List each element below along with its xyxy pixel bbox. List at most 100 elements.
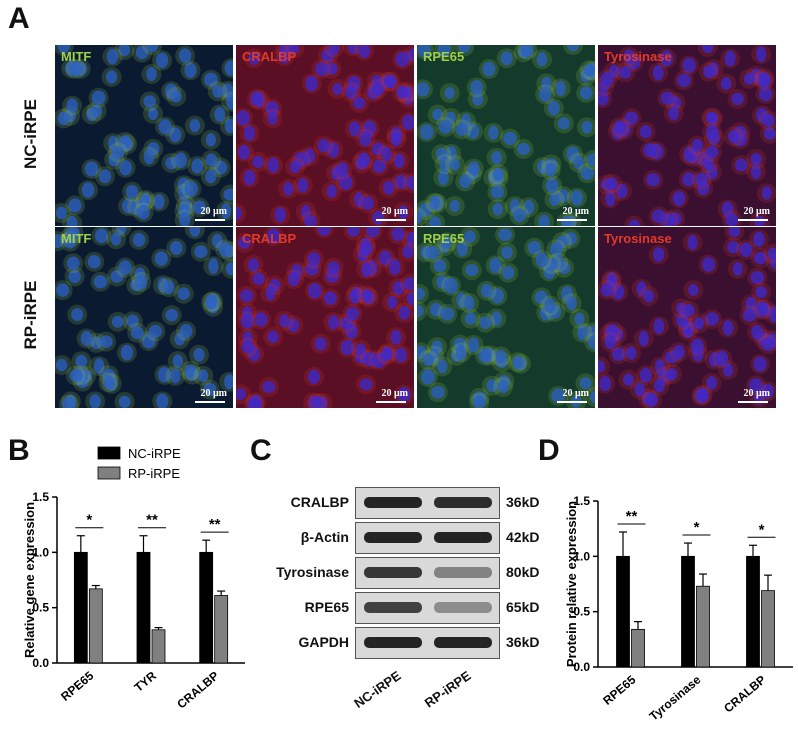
- scale-bar-label: 20 μm: [381, 388, 409, 399]
- scale-bar-label: 20 μm: [200, 206, 228, 217]
- category-label: RPE65: [600, 672, 638, 707]
- micrograph-rpe65-nc: RPE65 20 μm: [417, 45, 595, 226]
- y-tick-label: 0.5: [573, 605, 590, 619]
- blot-band: [434, 602, 492, 613]
- blot-band: [364, 497, 422, 508]
- y-tick-label: 1.5: [32, 490, 49, 504]
- blot-strip: [355, 557, 500, 589]
- legend-swatch: [97, 466, 121, 480]
- blot-band: [364, 602, 422, 613]
- stain-label: Tyrosinase: [604, 231, 672, 246]
- micrograph-texture: [417, 227, 595, 408]
- bar-rp-irpe-cralbp: [761, 590, 775, 668]
- legend-swatch: [97, 446, 121, 460]
- blot-band: [364, 567, 422, 578]
- blot-protein-label: GAPDH: [298, 634, 349, 650]
- panel-label-c: C: [250, 434, 272, 467]
- scale-bar: [195, 219, 225, 221]
- scale-bar-label: 20 μm: [562, 206, 590, 217]
- blot-size-label: 36kD: [506, 494, 540, 510]
- blot-strip: [355, 592, 500, 624]
- micrograph-texture: [236, 227, 414, 408]
- micrograph-texture: [55, 45, 233, 226]
- stain-label: Tyrosinase: [604, 49, 672, 64]
- row-label-rp: RP-iRPE: [21, 280, 40, 350]
- row-label-nc: NC-iRPE: [21, 99, 40, 169]
- scale-bar-label: 20 μm: [743, 388, 771, 399]
- scale-bar: [557, 219, 587, 221]
- blot-size-label: 65kD: [506, 599, 540, 615]
- scale-bar: [195, 401, 225, 403]
- bar-nc-irpe-tyrosinase: [681, 555, 695, 668]
- micrograph-cralbp-nc: CRALBP 20 μm: [236, 45, 414, 226]
- blot-protein-label: RPE65: [304, 599, 349, 615]
- bar-rp-irpe-rpe65: [631, 628, 645, 668]
- stain-label: CRALBP: [242, 231, 297, 246]
- y-tick-label: 1.0: [573, 549, 590, 563]
- blot-size-label: 80kD: [506, 564, 540, 580]
- blot-protein-label: β-Actin: [300, 529, 349, 545]
- blot-band: [434, 497, 492, 508]
- micrograph-texture: [598, 45, 776, 226]
- significance-marker: *: [86, 512, 92, 529]
- y-tick-label: 0.5: [32, 601, 49, 615]
- y-axis-label: Protein relative expression: [564, 501, 579, 667]
- scale-bar-label: 20 μm: [743, 206, 771, 217]
- scale-bar: [376, 219, 406, 221]
- legend-label: RP-iRPE: [128, 466, 180, 481]
- micrograph-texture: [55, 227, 233, 408]
- micrograph-rpe65-rp: RPE65 20 μm: [417, 227, 595, 408]
- panel-label-d: D: [538, 434, 560, 467]
- micrograph-cralbp-rp: CRALBP 20 μm: [236, 227, 414, 408]
- y-tick-label: 0.0: [32, 656, 49, 670]
- scale-bar-label: 20 μm: [562, 388, 590, 399]
- micrograph-texture: [417, 45, 595, 226]
- stain-label: RPE65: [423, 231, 465, 246]
- bar-rp-irpe-tyrosinase: [696, 585, 710, 668]
- panel-label-b: B: [8, 434, 30, 467]
- blot-band: [434, 637, 492, 648]
- blot-strip: [355, 487, 500, 519]
- bar-nc-irpe-cralbp: [199, 551, 214, 664]
- significance-marker: *: [694, 519, 700, 536]
- bar-rp-irpe-cralbp: [214, 595, 229, 664]
- category-label: CRALBP: [174, 669, 221, 712]
- legend-label: NC-iRPE: [128, 446, 181, 461]
- blot-size-label: 36kD: [506, 634, 540, 650]
- category-label: CRALBP: [721, 673, 768, 716]
- panel-label-a: A: [8, 2, 30, 35]
- scale-bar-label: 20 μm: [381, 206, 409, 217]
- micrograph-texture: [236, 45, 414, 226]
- bar-nc-irpe-tyr: [136, 551, 151, 664]
- bar-rp-irpe-rpe65: [88, 588, 103, 664]
- scale-bar: [376, 401, 406, 403]
- y-axis-label: Relative gene expression: [22, 502, 37, 658]
- blot-strip: [355, 627, 500, 659]
- bar-rp-irpe-tyr: [151, 629, 166, 664]
- blot-band: [364, 532, 422, 543]
- category-label: TYR: [132, 668, 160, 694]
- bar-nc-irpe-rpe65: [616, 555, 630, 668]
- scale-bar: [557, 401, 587, 403]
- stain-label: MITF: [61, 231, 92, 246]
- blot-strip: [355, 522, 500, 554]
- blot-protein-label: CRALBP: [290, 494, 349, 510]
- scale-bar: [738, 401, 768, 403]
- blot-lane-label: RP-iRPE: [421, 668, 474, 711]
- category-label: Tyrosinase: [647, 672, 704, 723]
- micrograph-mitf-rp: MITF 20 μm: [55, 227, 233, 408]
- blot-protein-label: Tyrosinase: [276, 564, 349, 580]
- blot-band: [434, 567, 492, 578]
- category-label: RPE65: [58, 668, 96, 703]
- significance-marker: **: [209, 516, 221, 533]
- significance-marker: **: [626, 508, 638, 525]
- micrograph-texture: [598, 227, 776, 408]
- scale-bar-label: 20 μm: [200, 388, 228, 399]
- micrograph-tyrosinase-nc: Tyrosinase 20 μm: [598, 45, 776, 226]
- y-tick-label: 0.0: [573, 660, 590, 674]
- stain-label: RPE65: [423, 49, 465, 64]
- micrograph-mitf-nc: MITF 20 μm: [55, 45, 233, 226]
- blot-lane-label: NC-iRPE: [351, 668, 404, 711]
